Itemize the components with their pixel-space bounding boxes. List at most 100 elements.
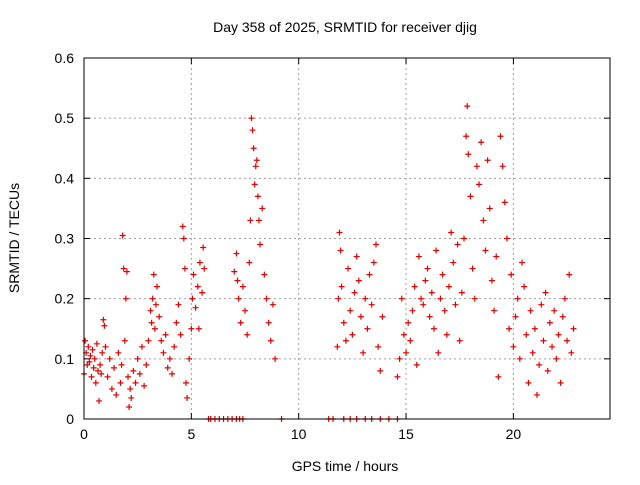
data-point <box>508 271 515 278</box>
data-point <box>486 205 493 212</box>
data-point <box>189 295 196 302</box>
data-point <box>334 343 341 350</box>
data-point <box>510 343 517 350</box>
data-point <box>104 373 111 380</box>
data-point <box>338 283 345 290</box>
data-point <box>448 229 455 236</box>
data-point <box>162 331 169 338</box>
data-point <box>340 319 347 326</box>
data-point <box>246 259 253 266</box>
data-point <box>117 379 124 386</box>
data-point <box>426 313 433 320</box>
data-point <box>128 394 135 401</box>
data-point <box>93 340 100 347</box>
data-point <box>471 295 478 302</box>
data-point <box>546 319 553 326</box>
data-point <box>523 331 530 338</box>
data-point <box>111 364 118 371</box>
data-point <box>518 259 525 266</box>
data-point <box>92 379 99 386</box>
data-point <box>150 271 157 278</box>
data-point <box>257 241 264 248</box>
data-point <box>177 331 184 338</box>
data-point <box>364 325 371 332</box>
data-point <box>121 337 128 344</box>
data-point <box>555 331 562 338</box>
data-point <box>409 307 416 314</box>
data-point <box>561 295 568 302</box>
data-point <box>182 379 189 386</box>
data-point <box>415 253 422 260</box>
axis-ticks: 0 0.1 0.2 0.3 0.4 0.5 0.6 0 5 10 15 20 <box>55 50 610 442</box>
data-point <box>91 355 98 362</box>
data-point <box>400 331 407 338</box>
data-point <box>180 235 187 242</box>
data-point <box>538 301 545 308</box>
data-point <box>141 382 148 389</box>
data-point <box>411 283 418 290</box>
data-point <box>564 337 571 344</box>
data-point <box>497 133 504 140</box>
data-point <box>503 235 510 242</box>
data-point <box>357 313 364 320</box>
data-point <box>516 355 523 362</box>
data-point <box>147 307 154 314</box>
data-point <box>96 397 103 404</box>
data-point <box>405 319 412 326</box>
data-point <box>123 268 130 275</box>
data-point <box>454 241 461 248</box>
y-tick-label: 0.5 <box>55 110 75 126</box>
data-point <box>467 193 474 200</box>
data-point <box>179 223 186 230</box>
data-point <box>192 304 199 311</box>
data-point <box>148 319 155 326</box>
data-point <box>480 217 487 224</box>
data-point <box>145 337 152 344</box>
data-point <box>153 283 160 290</box>
data-point <box>263 295 270 302</box>
data-point <box>360 349 367 356</box>
data-point <box>237 319 244 326</box>
grid <box>84 58 610 419</box>
data-point <box>231 268 238 275</box>
x-tick-label: 5 <box>187 426 195 442</box>
data-point <box>476 181 483 188</box>
data-point <box>97 361 104 368</box>
data-point <box>85 343 92 350</box>
data-point <box>544 367 551 374</box>
data-point <box>272 355 279 362</box>
data-point <box>255 217 262 224</box>
data-point <box>267 337 274 344</box>
data-point <box>126 403 133 410</box>
data-point <box>407 337 414 344</box>
data-points <box>81 103 577 422</box>
data-point <box>396 355 403 362</box>
data-point <box>430 325 437 332</box>
data-point <box>90 364 97 371</box>
data-point <box>549 343 556 350</box>
data-point <box>136 370 143 377</box>
data-point <box>349 331 356 338</box>
data-point <box>420 301 427 308</box>
data-point <box>248 115 255 122</box>
data-point <box>125 373 132 380</box>
data-point <box>254 193 261 200</box>
y-tick-label: 0.3 <box>55 231 75 247</box>
data-point <box>99 349 106 356</box>
data-point <box>353 253 360 260</box>
data-point <box>171 343 178 350</box>
x-tick-label: 20 <box>506 426 522 442</box>
data-point <box>557 379 564 386</box>
data-point <box>514 295 521 302</box>
data-point <box>542 289 549 296</box>
data-point <box>441 307 448 314</box>
data-point <box>100 316 107 323</box>
data-point <box>534 391 541 398</box>
data-point <box>464 103 471 110</box>
data-point <box>250 145 257 152</box>
data-point <box>252 163 259 170</box>
data-point <box>433 247 440 254</box>
data-point <box>540 337 547 344</box>
data-point <box>372 241 379 248</box>
